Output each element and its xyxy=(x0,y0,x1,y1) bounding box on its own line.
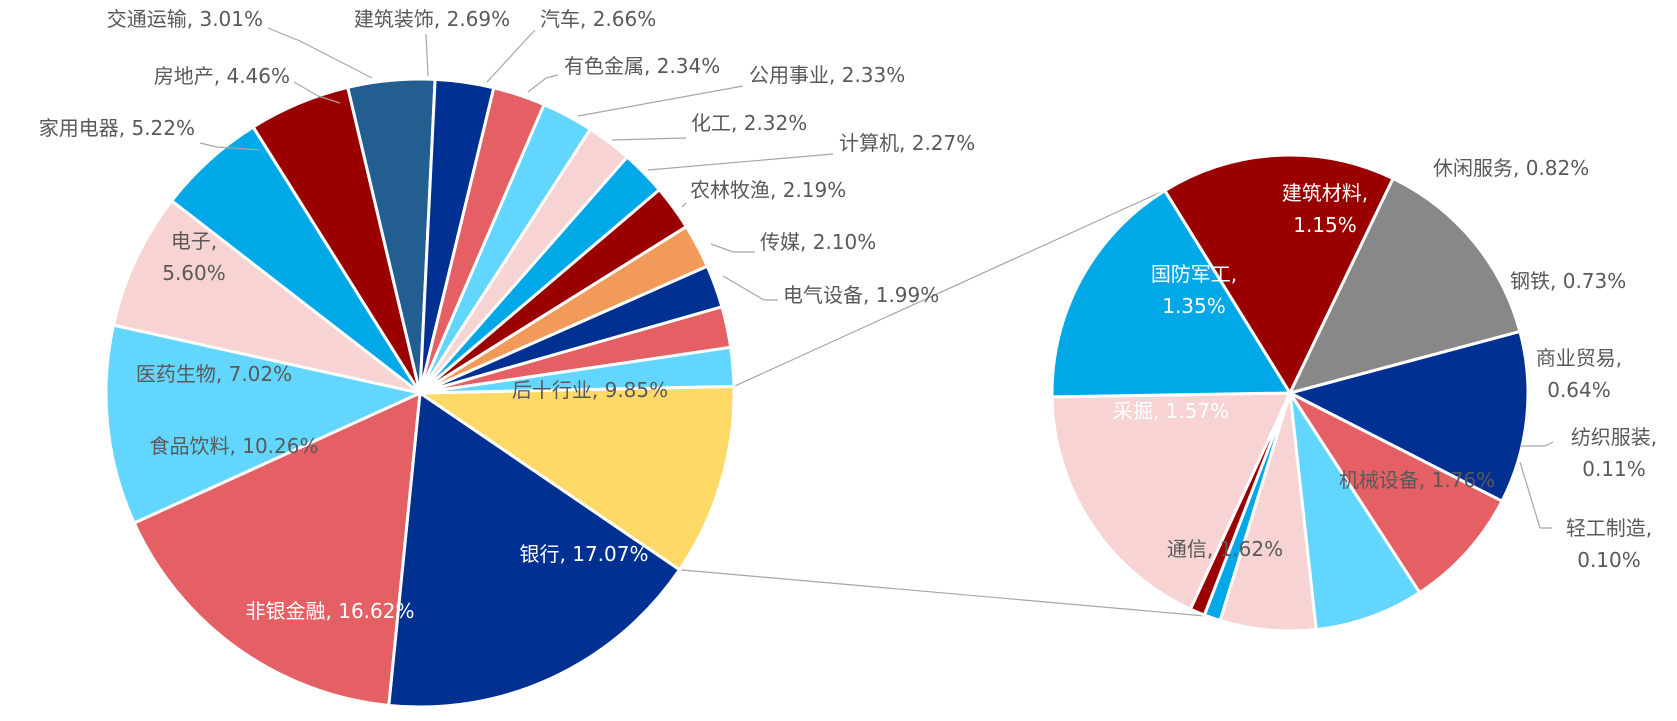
main-label-15: 农林牧渔, 2.19% xyxy=(690,178,846,202)
main-label-13: 化工, 2.32% xyxy=(691,111,807,135)
main-leader-9 xyxy=(425,33,429,77)
connector-line-bottom xyxy=(679,569,1206,617)
secondary-slice-1 xyxy=(1285,389,1505,595)
main-pie xyxy=(104,77,736,709)
secondary-label-3: 商业贸易, 0.64% xyxy=(1536,346,1622,402)
main-slice-17 xyxy=(419,345,736,395)
main-slice-0 xyxy=(415,384,736,572)
secondary-label-7: 通信, 1.62% xyxy=(1167,537,1283,561)
main-label-8: 交通运输, 3.01% xyxy=(107,7,263,31)
main-label-6: 家用电器, 5.22% xyxy=(39,116,195,140)
main-label-17: 电气设备, 1.99% xyxy=(783,283,939,307)
main-leader-6 xyxy=(199,142,261,151)
main-leader-16 xyxy=(710,243,755,253)
main-label-7: 房地产, 4.46% xyxy=(154,64,290,88)
main-slice-2 xyxy=(132,390,422,708)
slice-labels: 后十行业, 9.85% 银行, 17.07% 非银金融, 16.62% 食品饮料, 1… xyxy=(39,7,1657,623)
main-leader-14 xyxy=(647,153,834,171)
leader-lines xyxy=(199,27,1554,529)
main-slice-1 xyxy=(387,390,682,709)
secondary-label-8: 采掘, 1.57% xyxy=(1113,399,1229,423)
main-leader-7 xyxy=(293,81,341,104)
main-label-4: 医药生物, 7.02% xyxy=(136,362,292,386)
main-label-1: 银行, 17.07% xyxy=(520,542,649,566)
secondary-slice-6 xyxy=(1050,391,1293,612)
connector-lines xyxy=(679,171,1206,617)
secondary-label-9: 国防军工, 1.35% xyxy=(1151,262,1237,318)
secondary-label-0: 建筑材料, 1.15% xyxy=(1282,181,1368,237)
main-label-3: 食品饮料, 10.26% xyxy=(150,434,319,458)
main-leader-15 xyxy=(681,202,687,208)
main-leader-11 xyxy=(527,74,559,93)
main-leader-10 xyxy=(486,29,536,83)
connector-line-top xyxy=(733,171,1206,387)
main-leader-17 xyxy=(722,275,778,301)
main-label-12: 公用事业, 2.33% xyxy=(749,63,905,87)
main-slice-4 xyxy=(111,198,421,395)
secondary-slice-0 xyxy=(1285,329,1530,504)
secondary-label-6: 机械设备, 1.76% xyxy=(1339,468,1495,492)
secondary-slice-7 xyxy=(1050,188,1293,399)
main-slice-3 xyxy=(104,323,425,525)
secondary-label-4: 纺织服装, 0.11% xyxy=(1571,425,1657,481)
main-leader-13 xyxy=(611,137,687,141)
main-label-11: 有色金属, 2.34% xyxy=(564,54,720,78)
secondary-leader-5 xyxy=(1519,461,1552,529)
secondary-slice-9 xyxy=(1287,176,1522,396)
secondary-label-1: 休闲服务, 0.82% xyxy=(1433,156,1589,180)
main-label-2: 非银金融, 16.62% xyxy=(246,599,415,623)
main-leader-8 xyxy=(267,27,373,79)
secondary-label-5: 轻工制造, 0.10% xyxy=(1566,516,1652,572)
main-label-0: 后十行业, 9.85% xyxy=(512,378,668,402)
main-leader-12 xyxy=(577,85,744,117)
main-label-16: 传媒, 2.10% xyxy=(760,230,876,254)
main-label-14: 计算机, 2.27% xyxy=(839,131,975,155)
secondary-slice-8 xyxy=(1162,153,1396,397)
secondary-leader-4 xyxy=(1520,441,1554,447)
main-label-5: 电子, 5.60% xyxy=(162,229,226,285)
main-label-9: 建筑装饰, 2.69% xyxy=(354,7,510,31)
secondary-label-2: 钢铁, 0.73% xyxy=(1510,269,1626,293)
main-label-10: 汽车, 2.66% xyxy=(540,7,656,31)
secondary-slice-2 xyxy=(1288,392,1422,632)
secondary-pie xyxy=(1050,153,1530,633)
